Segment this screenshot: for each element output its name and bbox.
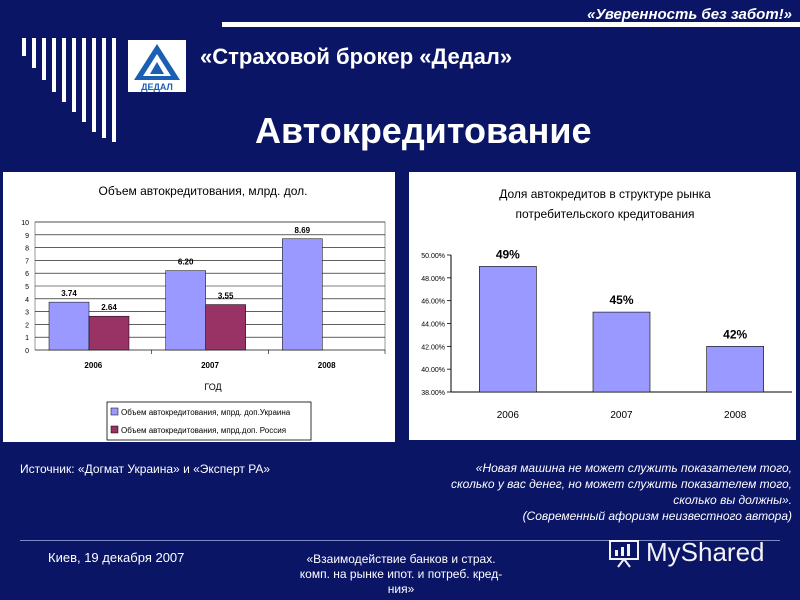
bar: [88, 315, 130, 351]
tagline: «Уверенность без забот!»: [587, 6, 792, 23]
legend-russia: Объем автокредитования, мпрд.доп. Россия: [121, 426, 286, 435]
x-tick-label: 2007: [610, 410, 633, 421]
data-label: 42%: [723, 327, 747, 341]
bar: [592, 311, 651, 393]
footer-date: Киев, 19 декабря 2007: [48, 550, 185, 565]
chart-volume-panel: Объем автокредитования, млрд. дол. 0 1 2 3 4…: [3, 172, 395, 442]
source-note: Источник: «Догмат Украина» и «Эксперт РА…: [20, 462, 271, 476]
watermark-text: MyShared: [646, 537, 765, 567]
brand-name: «Страховой брокер «Дедал»: [200, 44, 513, 69]
y-tick-label: 40.00%: [421, 367, 445, 374]
footer-rule: [20, 540, 780, 541]
page-title: Автокредитование: [255, 110, 592, 151]
y-tick-label: 48.00%: [421, 276, 445, 283]
x-tick-label: 2006: [497, 410, 520, 421]
x-tick-label: 2008: [724, 410, 747, 421]
y-tick-label: 10: [21, 220, 29, 227]
decorative-stripes: [22, 38, 132, 148]
aphorism-quote: «Новая машина не может служить показател…: [400, 460, 792, 524]
bar: [706, 346, 764, 393]
y-tick-label: 6: [25, 271, 29, 278]
x-tick-label: 2007: [201, 361, 219, 370]
y-tick-label: 2: [25, 322, 29, 329]
bar: [165, 270, 206, 351]
presentation-icon: [608, 538, 640, 568]
quote-attribution: (Современный афоризм неизвестного автора…: [522, 509, 792, 523]
quote-line: сколько вы должны».: [673, 493, 792, 507]
y-tick-label: 8: [25, 246, 29, 253]
y-tick-label: 5: [25, 284, 29, 291]
data-label: 3.74: [61, 289, 77, 298]
y-tick-label: 46.00%: [421, 299, 445, 306]
y-tick-label: 3: [25, 310, 29, 317]
quote-line: сколько у вас денег, но может служить по…: [451, 477, 792, 491]
bar: [48, 301, 90, 351]
y-tick-label: 50.00%: [421, 253, 445, 260]
footer-topic-line: комп. на рынке ипот. и потреб. кред-: [299, 567, 503, 581]
chart-title: Доля автокредитов в структуре рынка: [499, 187, 711, 201]
data-label: 6.20: [178, 258, 194, 267]
data-label: 2.64: [101, 303, 117, 312]
data-label: 49%: [496, 247, 520, 261]
bar: [205, 304, 246, 351]
y-tick-label: 4: [25, 297, 29, 304]
y-tick-label: 42.00%: [421, 344, 445, 351]
data-label: 8.69: [295, 226, 311, 235]
y-tick-label: 9: [25, 233, 29, 240]
chart-share: Доля автокредитов в структуре рынка потр…: [421, 187, 792, 421]
chart-subtitle: потребительского кредитования: [515, 207, 694, 221]
legend-swatch-russia: [110, 425, 119, 434]
y-tick-label: 0: [25, 348, 29, 355]
quote-line: «Новая машина не может служить показател…: [475, 461, 792, 475]
footer-topic: «Взаимодействие банков и страх. комп. на…: [276, 552, 526, 597]
logo-text: ДЕДАЛ: [141, 82, 173, 92]
bar: [479, 266, 537, 393]
chart-share-panel: Доля автокредитов в структуре рынка потр…: [409, 172, 796, 440]
x-axis-label: ГОД: [204, 382, 221, 392]
footer-topic-line: ния»: [387, 582, 415, 596]
chart-volume: Объем автокредитования, млрд. дол. 0 1 2 3 4…: [21, 184, 386, 441]
y-tick-label: 44.00%: [421, 322, 445, 329]
y-tick-label: 7: [25, 258, 29, 265]
legend-ukraine: Объем автокредитования, мпрд. доп.Украин…: [121, 408, 291, 417]
chart-title: Объем автокредитования, млрд. дол.: [99, 184, 308, 198]
dedal-logo: ДЕДАЛ: [128, 40, 186, 92]
x-tick-label: 2006: [84, 361, 102, 370]
legend-swatch-ukraine: [110, 407, 119, 416]
bar: [282, 238, 323, 351]
data-label: 45%: [609, 293, 633, 307]
myshared-watermark[interactable]: MyShared: [608, 537, 765, 568]
y-tick-label: 38.00%: [421, 390, 445, 397]
data-label: 3.55: [218, 292, 234, 301]
header-rule: [222, 22, 800, 27]
y-tick-label: 1: [25, 335, 29, 342]
legend: Объем автокредитования, мпрд. доп.Украин…: [106, 401, 312, 441]
footer-topic-line: «Взаимодействие банков и страх.: [306, 552, 496, 566]
x-tick-label: 2008: [318, 361, 336, 370]
